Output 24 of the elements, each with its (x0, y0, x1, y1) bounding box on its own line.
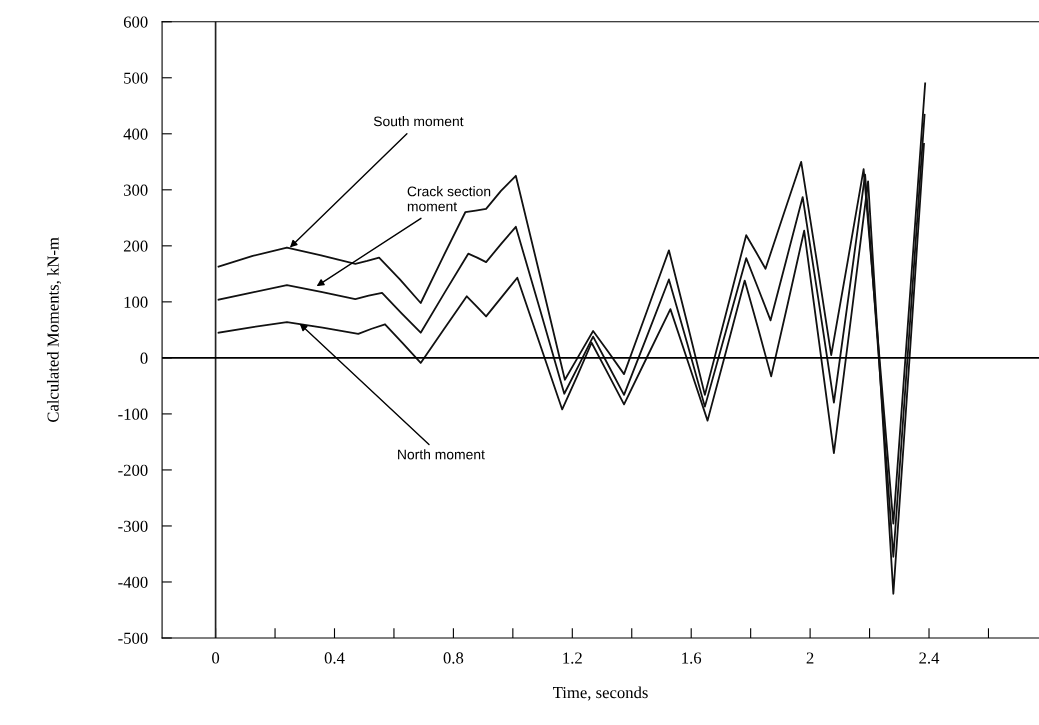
x-tick-label: 2.4 (919, 652, 940, 664)
annotation: South moment (373, 116, 464, 127)
y-tick-label: 400 (123, 128, 148, 140)
y-tick-label: 600 (123, 16, 148, 28)
annotation: Crack section moment (407, 186, 491, 212)
y-tick-label: 500 (124, 72, 148, 84)
y-tick-label: -100 (118, 408, 148, 420)
x-axis-title: Time, seconds (553, 686, 648, 701)
x-tick-label: 0.4 (324, 652, 345, 664)
annotation: North moment (398, 449, 485, 460)
y-tick-label: -300 (118, 520, 148, 532)
y-tick-label: 300 (123, 184, 148, 196)
y-tick-label: -200 (118, 464, 148, 476)
x-tick-label: 1.6 (682, 652, 702, 664)
y-tick-label: 100 (124, 296, 148, 308)
y-tick-label: -500 (118, 632, 148, 644)
x-tick-label: 0.8 (443, 652, 464, 664)
y-tick-label: 200 (123, 240, 148, 252)
y-axis-title: Calculated Moments, kN-m (46, 237, 62, 422)
x-tick-label: 0 (212, 652, 220, 664)
x-tick-label: 1.2 (563, 652, 582, 664)
x-tick-label: 2 (806, 652, 814, 664)
y-tick-label: 0 (140, 352, 148, 364)
y-tick-label: -400 (118, 576, 148, 588)
